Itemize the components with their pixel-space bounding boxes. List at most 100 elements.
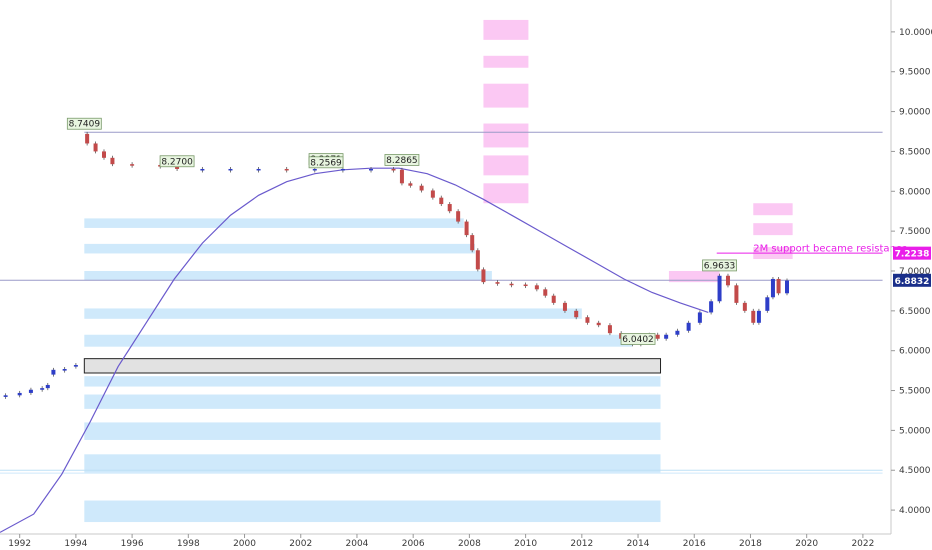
candle xyxy=(551,295,556,303)
price-label: 8.7409 xyxy=(69,120,101,130)
candle xyxy=(312,168,317,171)
candle xyxy=(430,190,435,198)
candle xyxy=(175,166,180,169)
x-tick-label: 2006 xyxy=(402,539,425,549)
candle xyxy=(73,365,78,367)
blue-zone xyxy=(84,422,661,440)
x-tick-label: 2018 xyxy=(739,539,762,549)
candle xyxy=(655,334,660,339)
price-label: 8.2700 xyxy=(161,157,193,167)
candle xyxy=(543,289,548,296)
candle xyxy=(110,157,115,165)
y-tick-label: 6.0000 xyxy=(899,347,931,357)
labels-layer: 8.74098.27008.29718.25698.28656.04026.96… xyxy=(66,117,907,345)
candle xyxy=(45,384,50,389)
price-label-box xyxy=(66,117,102,130)
blue-zone xyxy=(84,218,464,228)
candle xyxy=(770,278,775,298)
candle xyxy=(456,211,461,222)
y-tick-label: 5.0000 xyxy=(899,426,931,436)
price-label-box xyxy=(620,333,656,345)
x-tick-label: 2022 xyxy=(851,539,874,549)
candle xyxy=(391,168,396,171)
candle xyxy=(742,302,747,311)
y-tick-label: 4.5000 xyxy=(899,466,931,476)
moving-average-line xyxy=(0,167,709,533)
x-tick-label: 2010 xyxy=(514,539,537,549)
y-tick-label: 7.5000 xyxy=(899,227,931,237)
candle xyxy=(776,278,781,294)
candle xyxy=(697,312,702,323)
price-label: 6.9633 xyxy=(704,261,736,271)
y-tick-label: 6.5000 xyxy=(899,307,931,317)
candle xyxy=(475,250,480,270)
candle xyxy=(596,322,601,326)
levels-layer xyxy=(0,131,883,471)
candle xyxy=(3,395,8,397)
candle xyxy=(607,325,612,334)
blue-zone xyxy=(84,394,661,409)
candle xyxy=(256,168,261,171)
price-label-box xyxy=(308,156,344,169)
x-tick-label: 2004 xyxy=(346,539,369,549)
candle xyxy=(686,322,691,331)
candle xyxy=(419,185,424,191)
blue-zone xyxy=(84,270,492,281)
price-label-box xyxy=(384,154,420,166)
y-tick-label: 5.5000 xyxy=(899,387,931,397)
candle xyxy=(399,169,404,184)
candle xyxy=(85,133,90,144)
candle xyxy=(495,282,500,284)
zones-layer xyxy=(0,19,883,523)
price-label-box xyxy=(159,155,195,168)
candle xyxy=(675,330,680,335)
y-tick-label: 10.0000 xyxy=(899,28,932,38)
pink-zone xyxy=(483,123,529,148)
blue-zone xyxy=(84,308,582,319)
blue-zone xyxy=(84,376,661,387)
candle xyxy=(200,168,205,171)
y-tick-label: 9.0000 xyxy=(899,108,931,118)
y-tick-label: 7.0000 xyxy=(899,267,931,277)
candle xyxy=(93,143,98,152)
y-tick-label: 4.0000 xyxy=(899,506,931,516)
candle xyxy=(228,168,233,171)
candle xyxy=(130,164,135,166)
pink-zone xyxy=(483,183,529,204)
candle xyxy=(284,168,289,171)
blue-zone xyxy=(84,243,476,254)
candle xyxy=(785,280,790,294)
candle xyxy=(101,151,106,158)
price-axis-badge-label: 6.8832 xyxy=(895,277,930,287)
price-label-box xyxy=(702,259,737,272)
grey-zone xyxy=(83,358,662,374)
candle xyxy=(562,302,567,311)
pink-zone xyxy=(753,223,793,236)
x-tick-label: 2014 xyxy=(627,539,650,549)
candle xyxy=(509,283,514,286)
candle xyxy=(734,285,739,303)
price-axis-badge xyxy=(893,246,931,260)
candle xyxy=(751,310,756,323)
x-tick-label: 2000 xyxy=(233,539,256,549)
price-label: 8.2865 xyxy=(386,156,418,166)
pink-zone xyxy=(483,83,529,108)
candle xyxy=(574,310,579,318)
blue-zone xyxy=(84,500,661,523)
series-layer xyxy=(0,131,790,533)
y-tick-label: 9.5000 xyxy=(899,68,931,78)
price-axis-badge-label: 7.2238 xyxy=(895,250,930,260)
pink-zone xyxy=(483,19,529,40)
candle xyxy=(408,183,413,186)
badges-layer: 7.2238 6.8832 xyxy=(893,246,931,287)
x-tick-label: 2002 xyxy=(289,539,312,549)
candle xyxy=(40,388,45,390)
y-tick-label: 8.0000 xyxy=(899,187,931,197)
y-tick-label: 8.5000 xyxy=(899,147,931,157)
x-tick-label: 2020 xyxy=(795,539,818,549)
blue-zone xyxy=(84,454,661,473)
candle xyxy=(464,221,469,236)
candle xyxy=(369,168,374,171)
